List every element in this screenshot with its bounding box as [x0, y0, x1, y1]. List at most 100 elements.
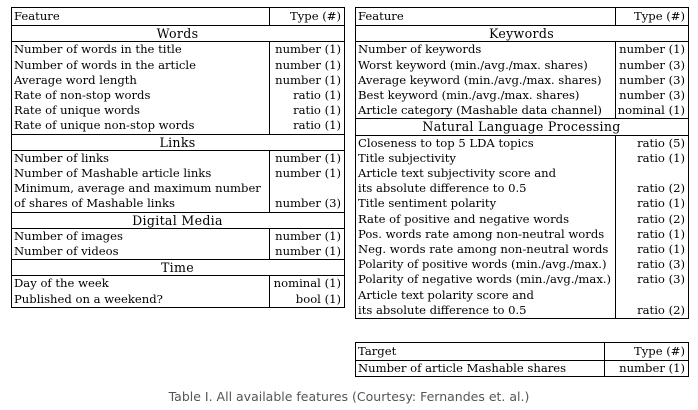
type-cell: ratio (5): [614, 135, 689, 151]
type-cell: number (1): [269, 150, 345, 167]
table-row: Article category (Mashable data channel)…: [356, 103, 689, 119]
feature-cell: Number of videos: [14, 244, 119, 259]
type-cell: number (1): [269, 244, 345, 260]
type-cell: number (1): [614, 41, 689, 58]
type-cell: ratio (3): [614, 272, 689, 288]
feature-cell: Neg. words rate among non-neutral words: [358, 242, 609, 257]
feature-cell: Closeness to top 5 LDA topics: [358, 135, 534, 150]
type-cell: number (1): [269, 228, 345, 245]
table-row: Article text subjectivity score and: [356, 166, 689, 182]
table-row: Number of words in the article number (1): [12, 57, 345, 73]
type-cell: number (3): [614, 88, 689, 104]
type-cell: ratio (1): [269, 118, 345, 135]
table-row: Published on a weekend? bool (1): [11, 291, 345, 308]
type-cell: number (3): [614, 72, 689, 89]
type-cell: ratio (1): [269, 103, 345, 119]
type-cell: number (3): [269, 196, 345, 213]
header-feature: Feature: [355, 6, 616, 27]
feature-cell: Polarity of positive words (min./avg./ma…: [358, 257, 607, 272]
type-cell: number (1): [269, 57, 345, 73]
section-row: Words: [11, 25, 345, 43]
type-cell: ratio (2): [614, 181, 689, 197]
type-cell: number (1): [269, 41, 345, 58]
type-cell: number (1): [604, 360, 689, 378]
table-row: Day of the week nominal (1): [12, 275, 345, 292]
feature-cell: Rate of unique words: [14, 103, 140, 118]
type-cell: number (3): [614, 57, 689, 73]
feature-cell: Number of Mashable article links: [14, 166, 212, 181]
table-row: Number of links number (1): [12, 150, 345, 167]
type-cell: ratio (1): [614, 242, 689, 258]
feature-cell: Day of the week: [14, 276, 109, 291]
table-row: its absolute difference to 0.5 ratio (2): [355, 302, 689, 320]
type-cell: ratio (2): [614, 302, 689, 320]
feature-cell: Minimum, average and maximum number: [14, 181, 261, 196]
feature-cell: Article text polarity score and: [358, 287, 534, 302]
table-row: Closeness to top 5 LDA topics ratio (5): [356, 135, 689, 151]
feature-cell: Average word length: [14, 72, 137, 87]
type-cell: ratio (1): [269, 88, 345, 104]
type-cell: ratio (1): [614, 196, 689, 212]
table-row: Number of Mashable article links number (…: [12, 166, 345, 182]
feature-cell: Number of article Mashable shares: [355, 360, 605, 378]
section-title: Natural Language Processing: [355, 118, 689, 136]
header-row: Target Type (#): [355, 341, 689, 362]
section-title: Keywords: [355, 25, 689, 43]
section-title: Time: [11, 259, 345, 277]
target-table: Target Type (#) Number of article Mashable…: [355, 341, 689, 378]
table-row: Rate of non-stop words ratio (1): [12, 88, 345, 104]
feature-cell: of shares of Mashable links: [14, 196, 175, 211]
table-row: Rate of unique non-stop words ratio (1): [12, 118, 345, 135]
table-row: Number of images number (1): [12, 228, 345, 245]
feature-cell: Worst keyword (min./avg./max. shares): [358, 57, 588, 72]
table-row: Minimum, average and maximum number: [12, 181, 345, 197]
type-cell: ratio (1): [614, 150, 689, 167]
type-cell: [614, 166, 689, 182]
table-row: Number of article Mashable shares number …: [355, 360, 689, 378]
type-cell: ratio (1): [614, 226, 689, 243]
table-caption: Table I. All available features (Courtes…: [168, 389, 530, 404]
table-row: Rate of positive and negative words ratio…: [356, 211, 689, 227]
header-row: Feature Type (#): [355, 6, 689, 27]
feature-cell: Rate of non-stop words: [14, 88, 151, 103]
type-cell: [269, 181, 345, 197]
table-row: Neg. words rate among non-neutral words r…: [356, 242, 689, 258]
section-row: Links: [11, 133, 345, 151]
feature-cell: Article text subjectivity score and: [358, 166, 557, 181]
feature-cell: Number of images: [14, 228, 123, 243]
header-row: Feature Type (#): [11, 6, 345, 27]
header-feature: Target: [355, 341, 605, 362]
table-row: Number of keywords number (1): [356, 41, 689, 58]
feature-cell: Article category (Mashable data channel): [358, 103, 602, 118]
table-row: Title sentiment polarity ratio (1): [356, 196, 689, 212]
feature-cell: Average keyword (min./avg./max. shares): [358, 72, 602, 87]
type-cell: nominal (1): [269, 275, 345, 292]
type-cell: [614, 287, 689, 303]
header-type: Type (#): [604, 341, 689, 362]
table-row: of shares of Mashable links number (3): [12, 196, 345, 213]
type-cell: nominal (1): [614, 103, 689, 119]
section-row: Digital Media: [11, 211, 345, 229]
feature-cell: Number of keywords: [358, 42, 482, 57]
type-cell: ratio (3): [614, 257, 689, 273]
feature-cell: Number of words in the article: [14, 57, 196, 72]
table-row: Number of words in the title number (1): [12, 41, 345, 58]
table-row: Polarity of positive words (min./avg./ma…: [356, 257, 689, 273]
feature-cell: Pos. words rate among non-neutral words: [358, 226, 605, 241]
table-row: Polarity of negative words (min./avg./ma…: [356, 272, 689, 288]
table-row: Rate of unique words ratio (1): [12, 103, 345, 119]
table-row: Average keyword (min./avg./max. shares) n…: [356, 72, 689, 89]
table-row: Average word length number (1): [12, 72, 345, 89]
header-feature: Feature: [11, 6, 270, 27]
section-row: Keywords: [355, 25, 689, 43]
header-type: Type (#): [614, 6, 689, 27]
table-row: its absolute difference to 0.5 ratio (2): [356, 181, 689, 197]
section-row: Natural Language Processing: [355, 118, 689, 136]
feature-cell: Title sentiment polarity: [358, 196, 497, 211]
feature-cell: its absolute difference to 0.5: [355, 302, 616, 320]
feature-cell: Published on a weekend?: [11, 291, 270, 308]
type-cell: bool (1): [269, 291, 345, 308]
table-row: Article text polarity score and: [356, 287, 689, 303]
feature-cell: Title subjectivity: [358, 150, 456, 165]
table-row: Best keyword (min./avg./max. shares) numb…: [356, 88, 689, 104]
